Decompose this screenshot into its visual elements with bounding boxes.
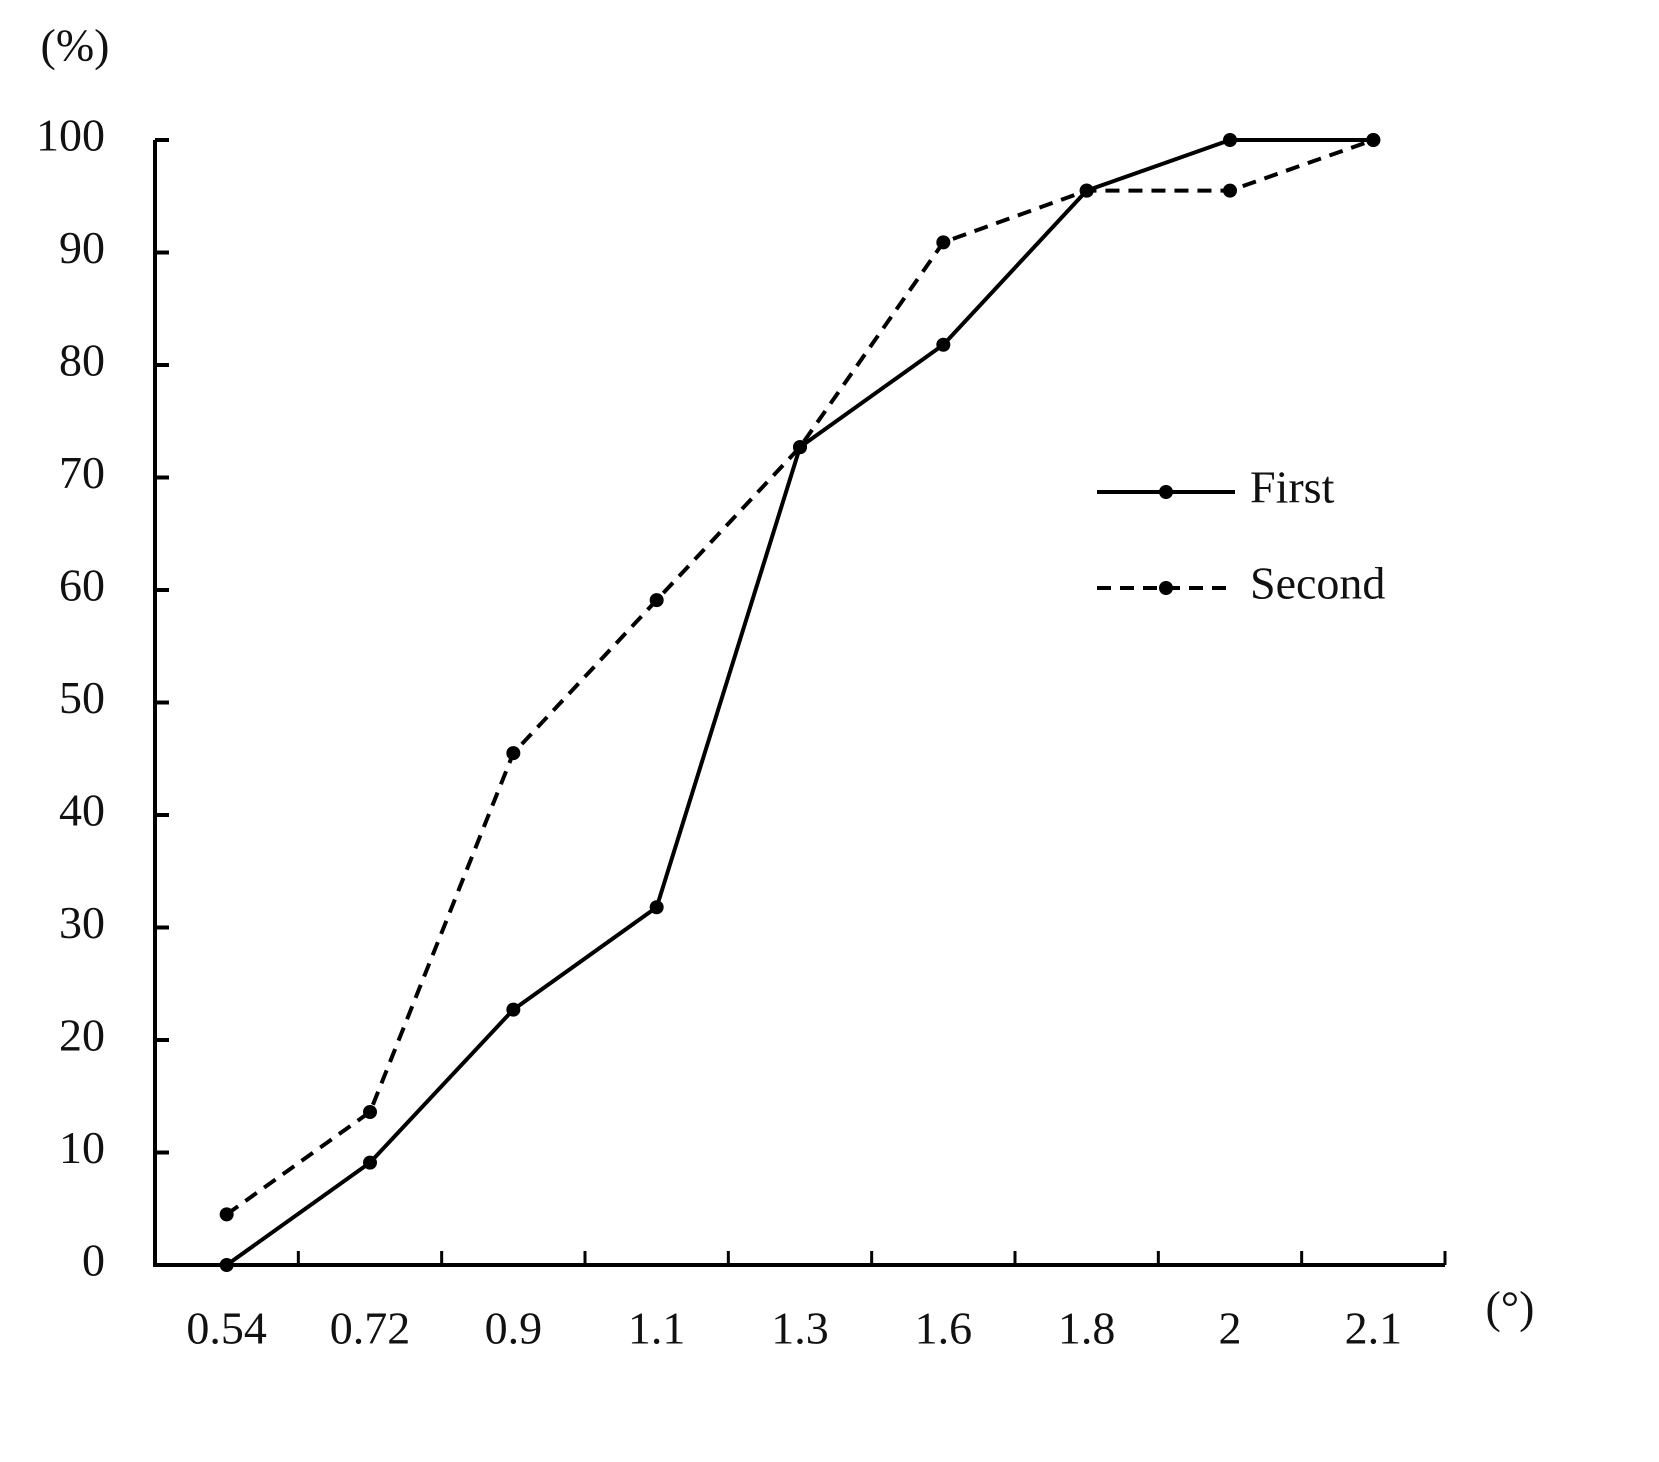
point	[1223, 133, 1237, 147]
point	[649, 900, 664, 915]
legend-marker	[1159, 581, 1173, 595]
x-tick-label: 0.72	[330, 1303, 411, 1354]
x-tick-label: 1.8	[1058, 1303, 1116, 1354]
point	[1366, 133, 1381, 147]
x-tick-label: 0.54	[186, 1303, 267, 1354]
point	[506, 1002, 521, 1017]
x-tick-label: 1.6	[915, 1303, 973, 1354]
point	[649, 593, 664, 608]
point	[793, 440, 807, 455]
y-tick-label: 0	[82, 1235, 105, 1286]
point	[363, 1155, 377, 1170]
y-tick-label: 40	[59, 785, 105, 836]
point	[1223, 183, 1237, 198]
y-tick-label: 30	[59, 897, 105, 948]
point	[219, 1258, 234, 1272]
point	[1079, 183, 1094, 198]
y-tick-label: 100	[36, 110, 105, 161]
legend-label: Second	[1250, 558, 1385, 609]
point	[936, 235, 951, 250]
point	[219, 1207, 234, 1222]
series-line	[225, 138, 1374, 1217]
y-tick-label: 10	[59, 1122, 105, 1173]
point	[363, 1105, 377, 1119]
y-tick-label: 20	[59, 1010, 105, 1061]
legend-marker	[1159, 485, 1173, 499]
x-tick-label: 2.1	[1345, 1303, 1403, 1354]
point	[506, 746, 521, 761]
y-tick-label: 60	[59, 560, 105, 611]
point	[936, 337, 951, 352]
series-line	[225, 138, 1374, 1267]
x-tick-label: 1.1	[628, 1303, 686, 1354]
y-tick-label: 80	[59, 335, 105, 386]
x-tick-label: 0.9	[485, 1303, 543, 1354]
x-tick-label: 1.3	[771, 1303, 829, 1354]
x-tick-label: 2	[1219, 1303, 1242, 1354]
legend-label: First	[1250, 462, 1335, 513]
x-axis-label: (°)	[1485, 1282, 1534, 1333]
y-tick-label: 90	[59, 222, 105, 273]
y-axis-label: (%)	[41, 20, 110, 71]
y-tick-label: 50	[59, 672, 105, 723]
y-tick-label: 70	[59, 447, 105, 498]
